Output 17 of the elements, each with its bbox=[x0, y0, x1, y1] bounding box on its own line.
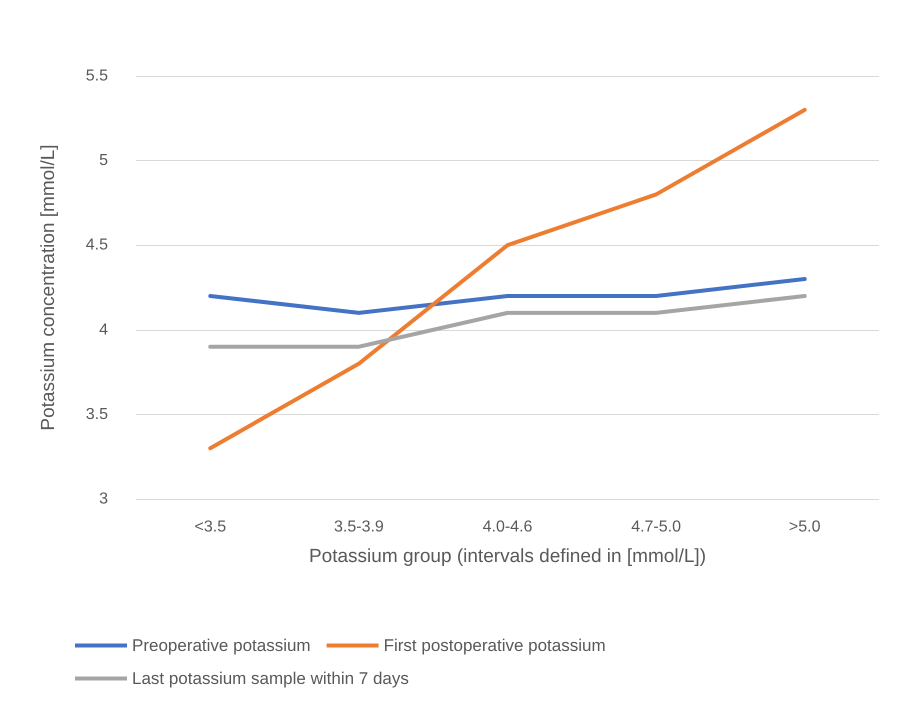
y-tick-label: 3.5 bbox=[86, 406, 108, 423]
y-tick-label: 4.5 bbox=[86, 236, 108, 254]
y-axis-title: Potassium concentration [mmol/L] bbox=[38, 144, 59, 431]
y-tick-label: 5 bbox=[99, 152, 108, 170]
line-series bbox=[208, 108, 807, 450]
x-tick-label: 3.5-3.9 bbox=[334, 518, 384, 536]
x-tick-label: <3.5 bbox=[194, 518, 226, 536]
x-tick-label: >5.0 bbox=[788, 518, 821, 536]
y-tick-label: 5.5 bbox=[86, 68, 108, 84]
x-tick-label: 4.0-4.6 bbox=[482, 518, 533, 536]
x-axis-title: Potassium group (intervals defined in [mmol/L]) bbox=[308, 546, 706, 567]
legend-label: Preoperative potassium bbox=[132, 636, 311, 655]
x-tick-label: 4.7-5.0 bbox=[631, 518, 682, 536]
legend-label: Last potassium sample within 7 days bbox=[132, 669, 409, 688]
y-tick-label: 3 bbox=[99, 490, 108, 508]
y-tick-label: 4 bbox=[99, 321, 108, 338]
legend-label: First postoperative potassium bbox=[384, 636, 606, 655]
